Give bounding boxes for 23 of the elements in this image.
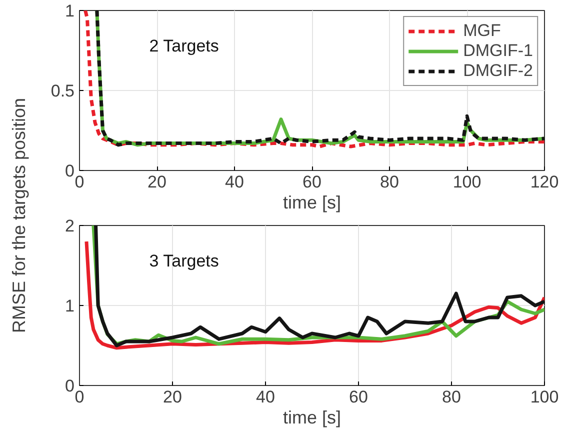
legend-label: DMGIF-2 [463, 61, 533, 81]
x-tick-label: 20 [148, 172, 166, 192]
x-tick-label: 120 [530, 172, 559, 192]
y-axis-title: RMSE for the targets position [9, 98, 30, 334]
y-tick-label: 1 [65, 296, 75, 316]
x-axis-title: time [s] [282, 192, 342, 212]
x-tick-label: 100 [452, 172, 482, 192]
annotation: 3 Targets [149, 251, 219, 270]
y-tick-label: 2 [65, 216, 75, 236]
x-tick-label: 100 [530, 388, 559, 406]
y-tick-label: 0.5 [50, 82, 75, 100]
x-tick-label: 40 [256, 388, 275, 406]
x-tick-label: 20 [163, 388, 182, 406]
x-axis-title: time [s] [282, 408, 342, 428]
x-tick-label: 80 [442, 388, 461, 406]
x-tick-label: 60 [302, 172, 322, 192]
legend-label: MGF [463, 21, 501, 41]
legend-label: DMGIF-1 [463, 41, 533, 61]
y-tick-label: 1 [65, 2, 75, 20]
x-tick-label: 80 [380, 172, 399, 192]
annotation: 2 Targets [149, 36, 219, 56]
x-tick-label: 60 [349, 388, 368, 406]
x-tick-label: 40 [225, 172, 244, 192]
